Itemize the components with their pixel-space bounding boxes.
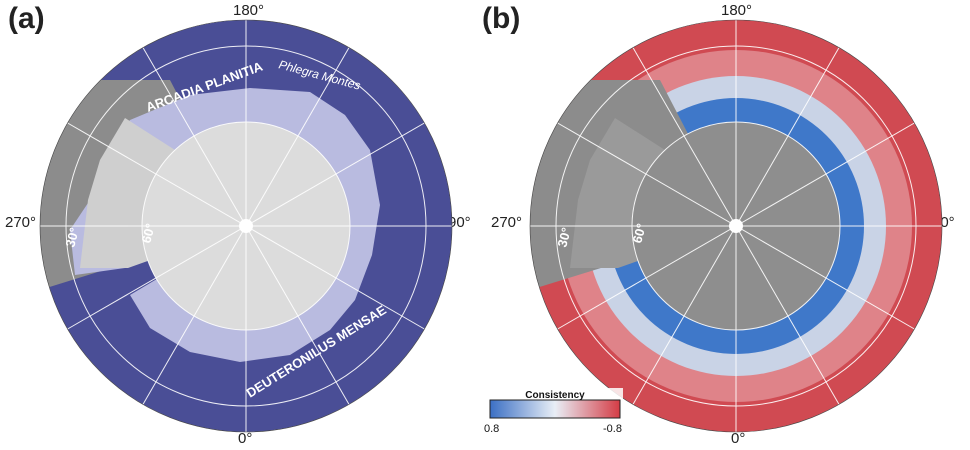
lat-30-label-a: 30° (62, 226, 82, 249)
panel-a-lon-0: 0° (238, 430, 253, 447)
colorbar-max-label: -0.8 (603, 423, 622, 435)
panel-b-lon-270: 270° (491, 214, 523, 231)
panel-b-label: (b) (482, 2, 521, 35)
lat-60-label-a: 60° (138, 222, 158, 245)
panel-b-lon-180: 180° (721, 2, 753, 19)
lat-30-label-b: 30° (554, 226, 574, 249)
panel-a-map (40, 20, 452, 432)
colorbar-min-label: 0.8 (484, 423, 499, 435)
panel-b-map (530, 20, 942, 432)
panel-a-label: (a) (8, 2, 45, 35)
panel-a-lon-180: 180° (233, 2, 265, 19)
panel-b-lon-0: 0° (731, 430, 746, 447)
colorbar-title: Consistency (525, 390, 585, 401)
panel-a-lon-90: 90° (448, 214, 471, 231)
panel-a-lon-270: 270° (5, 214, 37, 231)
lat-60-label-b: 60° (629, 222, 649, 245)
colorbar: Consistency 0.8 -0.8 (484, 388, 623, 435)
